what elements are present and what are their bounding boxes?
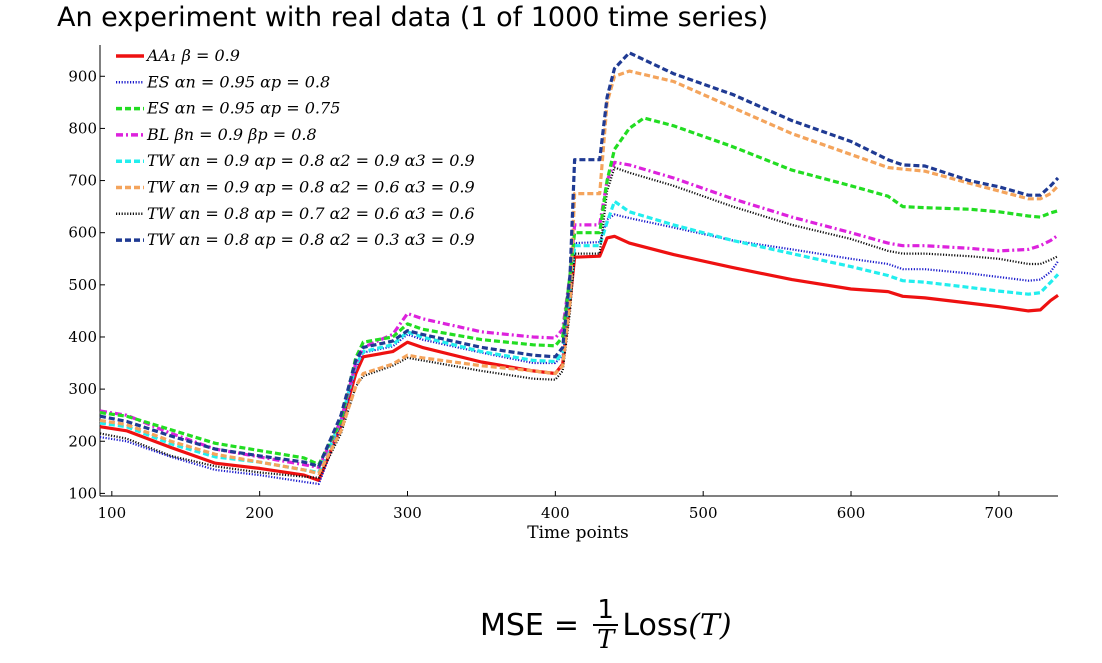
series-line (99, 166, 1059, 479)
x-tick-label: 600 (837, 504, 866, 522)
legend-entry: TW αn = 0.8 αp = 0.7 α2 = 0.6 α3 = 0.6 (147, 204, 475, 223)
formula-function: Loss (622, 607, 689, 643)
y-tick-label: 600 (68, 224, 97, 242)
mse-formula: MSE = 1 T Loss (T) (480, 590, 732, 660)
y-tick-label: 100 (68, 484, 97, 502)
y-tick-label: 900 (68, 67, 97, 85)
formula-equals: = (553, 607, 580, 643)
legend: AA₁ β = 0.9 ES αn = 0.95 αp = 0.8 ES αn = … (116, 46, 475, 249)
x-tick-label: 100 (98, 504, 127, 522)
legend-entry: AA₁ β = 0.9 (145, 46, 240, 65)
x-tick-label: 400 (541, 504, 570, 522)
formula-denominator: T (593, 624, 619, 654)
x-tick-label: 200 (245, 504, 274, 522)
x-tick-label: 500 (689, 504, 718, 522)
slide-title: An experiment with real data (1 of 1000 … (57, 2, 769, 33)
x-tick-label: 700 (985, 504, 1014, 522)
formula-numerator: 1 (597, 595, 614, 625)
line-chart: 100 200 300 400 500 600 700 100 200 300 400 500 600 7… (68, 45, 1060, 543)
y-tick-label: 200 (68, 432, 97, 450)
y-tick-label: 700 (68, 172, 97, 190)
legend-entry: TW αn = 0.9 αp = 0.8 α2 = 0.9 α3 = 0.9 (147, 151, 475, 170)
formula-fraction: 1 T (593, 595, 619, 654)
legend-entry: TW αn = 0.9 αp = 0.8 α2 = 0.6 α3 = 0.9 (147, 178, 475, 197)
legend-entry: TW αn = 0.8 αp = 0.8 α2 = 0.3 α3 = 0.9 (147, 230, 475, 249)
series-layer (99, 51, 1060, 486)
legend-entry: ES αn = 0.95 αp = 0.8 (146, 72, 330, 91)
formula-lhs: MSE (480, 607, 544, 643)
series-line (99, 51, 1060, 468)
y-tick-label: 300 (68, 380, 97, 398)
series-line (99, 213, 1059, 486)
legend-entry: BL βn = 0.9 βp = 0.8 (146, 125, 317, 144)
y-tick-label: 500 (68, 276, 97, 294)
ticks-layer: 100 200 300 400 500 600 700 100 200 300 400 500 600 7… (68, 67, 1013, 522)
formula-argument: (T) (688, 607, 732, 643)
legend-entry: ES αn = 0.95 αp = 0.75 (146, 99, 340, 118)
y-tick-label: 400 (68, 328, 97, 346)
y-tick-label: 800 (68, 119, 97, 137)
x-axis-label: Time points (527, 523, 628, 543)
series-line (99, 234, 1059, 482)
series-line (99, 69, 1060, 476)
x-tick-label: 300 (393, 504, 422, 522)
